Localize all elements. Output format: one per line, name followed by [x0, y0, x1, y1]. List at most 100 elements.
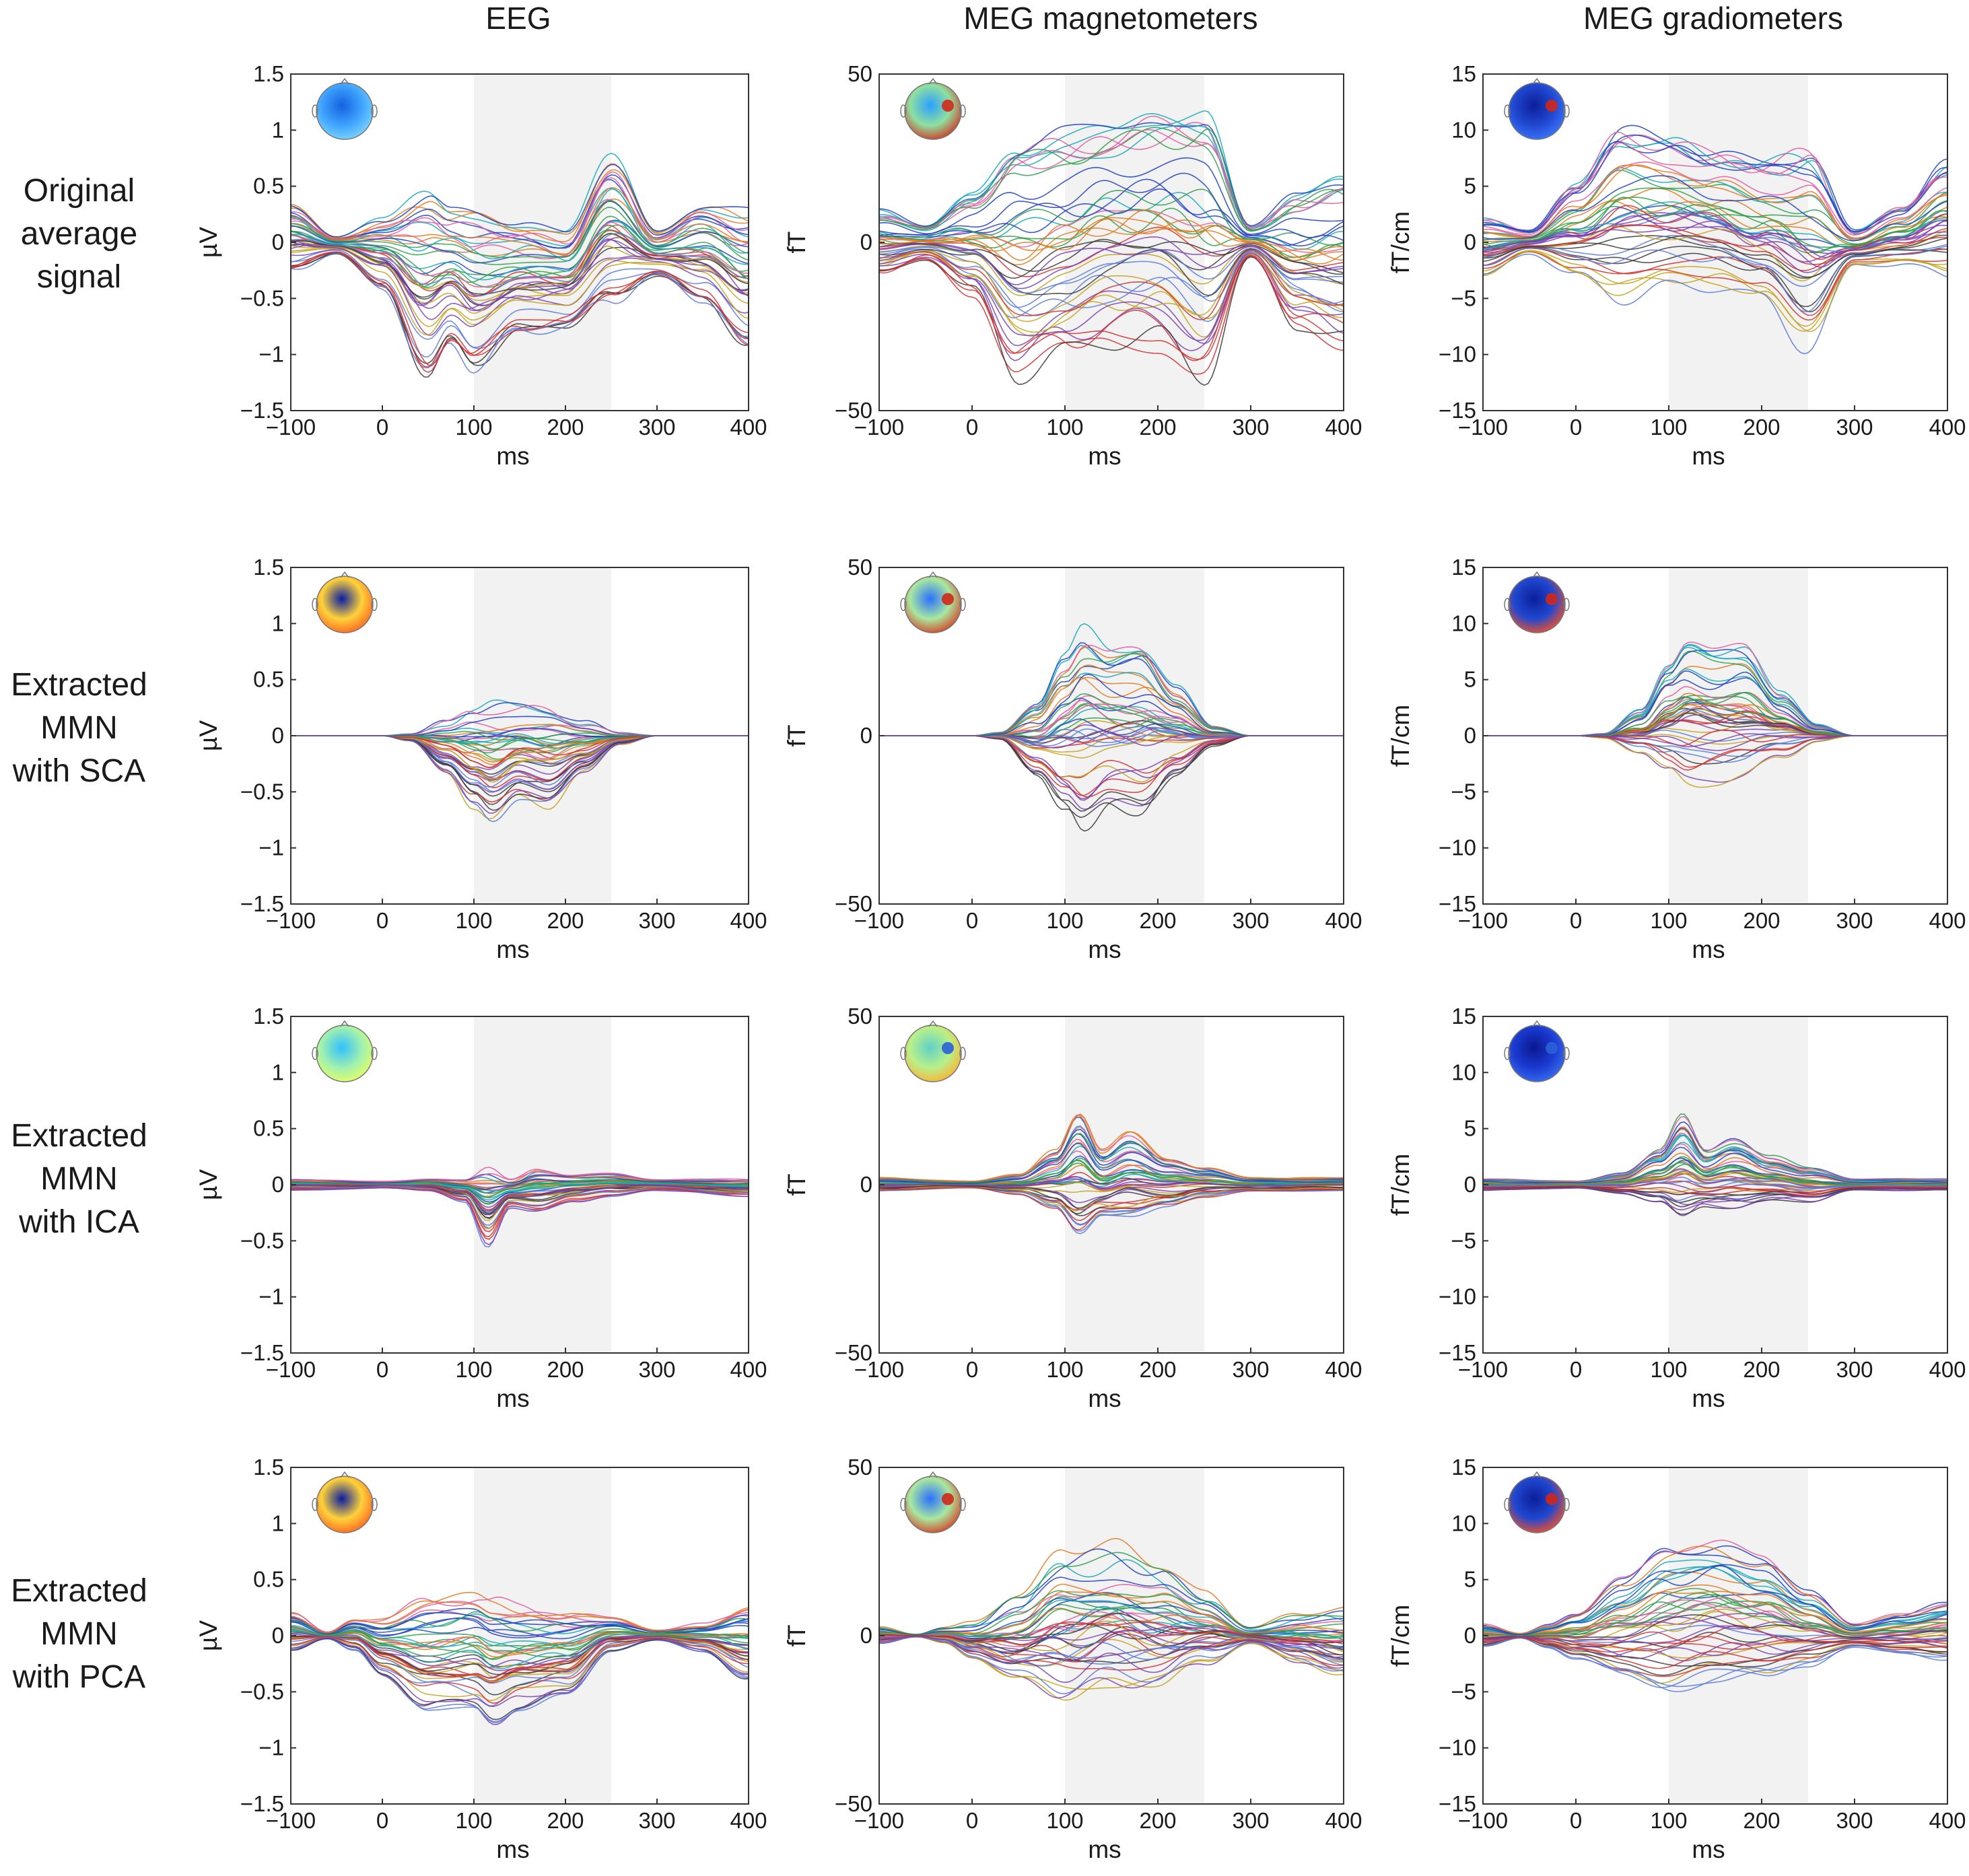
- y-tick-label: 0: [1464, 723, 1476, 748]
- signal-trace: [879, 1576, 1344, 1636]
- y-tick-label: 10: [1451, 611, 1476, 635]
- x-tick-label: 300: [638, 1357, 675, 1382]
- signal-trace: [879, 246, 1344, 294]
- y-tick-label: 0.5: [253, 667, 284, 692]
- signal-trace: [291, 1638, 749, 1724]
- signal-trace: [879, 178, 1344, 247]
- y-tick-label: 0: [1464, 230, 1476, 254]
- y-tick-label: −0.5: [240, 1228, 284, 1253]
- signal-trace: [1483, 187, 1947, 245]
- signal-trace: [879, 1537, 1344, 1635]
- x-tick-label: 200: [1743, 1808, 1780, 1833]
- x-tick-label: 100: [455, 1357, 492, 1382]
- x-tick-label: 100: [1046, 415, 1083, 440]
- chart-panel: −100 0 100 200 300 400 15 10 5 0 −5 −10 −15 ms fT/cm: [1387, 1004, 1966, 1412]
- signal-trace: [879, 217, 1344, 258]
- chart-panel: −100 0 100 200 300 400 1.5 1 0.5 0 −0.5 −1 −1.5 ms µV: [195, 555, 767, 963]
- y-tick-label: 0: [1464, 1623, 1476, 1648]
- x-tick-label: 200: [1139, 1357, 1176, 1382]
- x-tick-label: 300: [1836, 1808, 1873, 1833]
- y-tick-label: 15: [1451, 61, 1476, 86]
- signal-trace: [1483, 1636, 1947, 1676]
- signal-trace: [1483, 1625, 1947, 1644]
- x-tick-label: 0: [966, 1808, 978, 1833]
- signal-trace: [879, 128, 1344, 231]
- y-tick-label: 1.5: [253, 61, 284, 86]
- x-tick-label: 400: [1929, 908, 1966, 933]
- trace-group: [879, 623, 1344, 832]
- topomap-icon: [1504, 571, 1570, 633]
- signal-trace: [1483, 207, 1947, 258]
- y-tick-label: 0: [860, 723, 872, 748]
- x-axis-label: ms: [496, 936, 529, 963]
- x-tick-label: 300: [1232, 415, 1269, 440]
- chart-panel: −100 0 100 200 300 400 15 10 5 0 −5 −10 −15 ms fT/cm: [1387, 555, 1966, 963]
- row-label-line: with PCA: [12, 1659, 146, 1695]
- topomap-icon: [900, 571, 966, 633]
- x-tick-label: 100: [1650, 908, 1687, 933]
- x-tick-label: 400: [730, 1357, 767, 1382]
- topomap-icon: [1504, 1020, 1570, 1082]
- x-tick-label: 300: [1232, 1808, 1269, 1833]
- signal-trace: [291, 164, 749, 238]
- signal-trace: [879, 1178, 1344, 1190]
- signal-trace: [291, 1636, 749, 1679]
- signal-trace: [1483, 225, 1947, 271]
- topomap-icon: [900, 77, 966, 140]
- x-tick-label: 400: [1929, 415, 1966, 440]
- signal-trace: [1483, 1636, 1947, 1669]
- x-tick-label: 0: [376, 1808, 388, 1833]
- signal-trace: [1483, 1185, 1947, 1196]
- signal-trace: [879, 227, 1344, 266]
- x-axis-label: ms: [1692, 1385, 1725, 1412]
- y-tick-label: 1.5: [253, 1004, 284, 1029]
- y-tick-label: 15: [1451, 555, 1476, 580]
- y-tick-label: −10: [1439, 1284, 1476, 1309]
- signal-trace: [291, 198, 749, 257]
- signal-trace: [879, 1186, 1344, 1212]
- topomap-icon: [312, 77, 378, 140]
- signal-trace: [879, 1622, 1344, 1645]
- x-tick-label: 200: [1139, 1808, 1176, 1833]
- signal-trace: [1483, 1637, 1947, 1688]
- trace-group: [291, 1591, 749, 1725]
- y-tick-label: −5: [1451, 1228, 1476, 1253]
- x-tick-label: 100: [1046, 1808, 1083, 1833]
- signal-trace: [291, 201, 749, 264]
- shaded-window: [1669, 74, 1808, 411]
- x-tick-label: 200: [1743, 415, 1780, 440]
- x-tick-label: 400: [1929, 1357, 1966, 1382]
- x-tick-label: 400: [1325, 415, 1362, 440]
- column-title-eeg: EEG: [485, 1, 551, 36]
- signal-trace: [1483, 164, 1947, 242]
- signal-trace: [291, 1169, 749, 1183]
- signal-trace: [879, 238, 1344, 275]
- signal-trace: [879, 249, 1344, 320]
- chart-panel: −100 0 100 200 300 400 1.5 1 0.5 0 −0.5 −1 −1.5 ms µV: [195, 1004, 767, 1412]
- signal-trace: [291, 174, 749, 249]
- x-axis-label: ms: [1088, 936, 1121, 963]
- signal-trace: [291, 248, 749, 336]
- row-label-line: MMN: [40, 1161, 118, 1197]
- y-axis-label: fT: [783, 725, 810, 747]
- y-tick-label: 10: [1451, 1059, 1476, 1084]
- row-label-line: average: [20, 216, 138, 252]
- x-tick-label: −100: [266, 908, 316, 933]
- signal-trace: [1483, 1539, 1947, 1634]
- x-tick-label: −100: [854, 1357, 904, 1382]
- trace-group: [1483, 641, 1947, 788]
- signal-trace: [879, 735, 1344, 801]
- x-tick-label: 200: [1743, 908, 1780, 933]
- row-label-line: Extracted: [11, 667, 147, 703]
- signal-trace: [1483, 253, 1947, 355]
- row-label-line: with SCA: [12, 753, 146, 789]
- x-tick-label: 400: [730, 415, 767, 440]
- x-tick-label: 0: [1570, 1357, 1582, 1382]
- signal-trace: [1483, 235, 1947, 287]
- signal-trace: [879, 1636, 1344, 1695]
- signal-trace: [879, 251, 1344, 333]
- y-axis-label: fT/cm: [1387, 1605, 1414, 1667]
- x-tick-label: 0: [376, 1357, 388, 1382]
